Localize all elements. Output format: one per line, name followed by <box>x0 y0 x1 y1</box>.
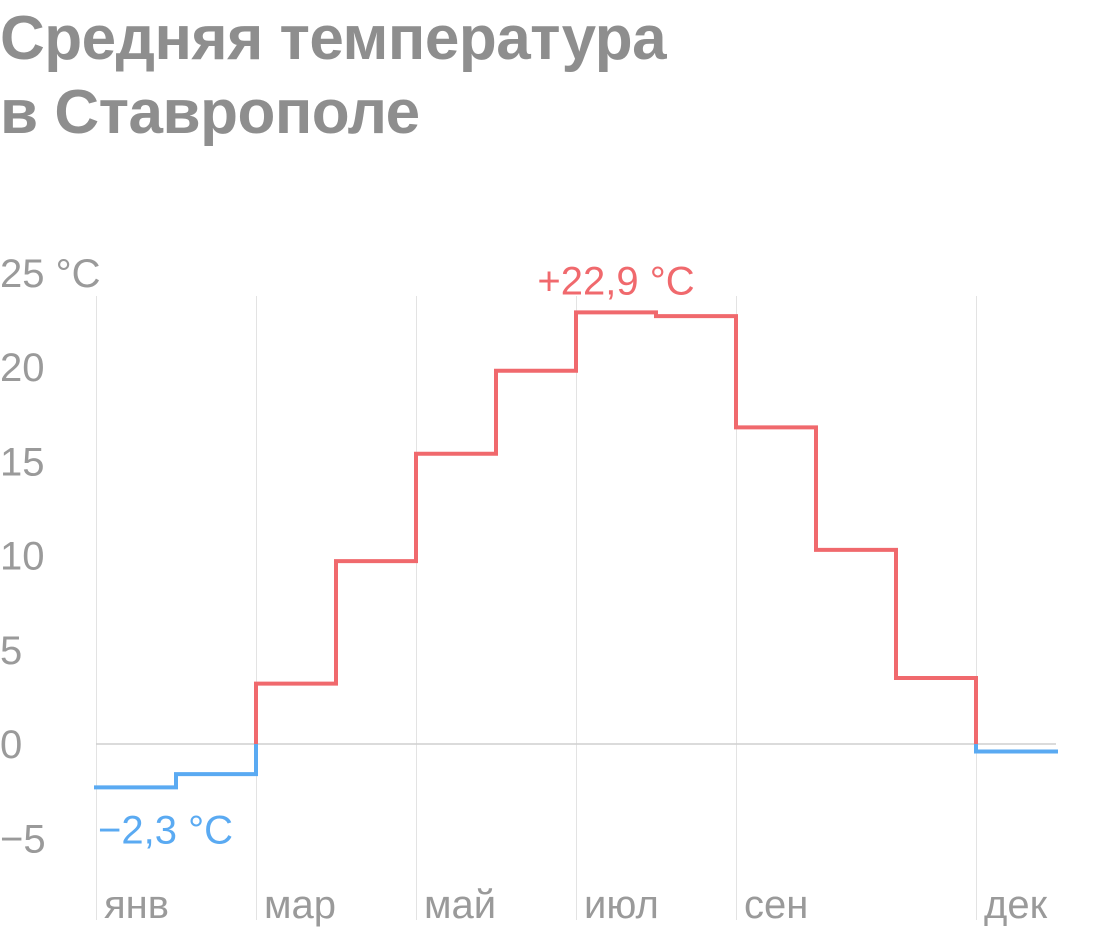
x-tick-label: июл <box>584 883 659 927</box>
label-layer: 25 °C 20 15 10 5 0 −5 янв мар май июл сен дек +22,9 °… <box>0 252 1048 927</box>
max-temperature-label: +22,9 °C <box>537 259 694 303</box>
min-temperature-label: −2,3 °C <box>98 808 233 852</box>
series-layer <box>94 310 1058 790</box>
x-tick-label: дек <box>984 883 1048 927</box>
y-tick-label: −5 <box>0 817 46 861</box>
y-tick-label: 0 <box>0 723 22 767</box>
x-tick-label: янв <box>104 883 169 927</box>
y-tick-label: 10 <box>0 535 45 579</box>
y-tick-label: 15 <box>0 440 45 484</box>
chart-title-line-2: в Ставрополе <box>0 78 420 147</box>
x-tick-label: сен <box>744 883 808 927</box>
chart-title: Средняя температура в Ставрополе <box>0 2 667 150</box>
y-tick-label: 25 °C <box>0 252 101 296</box>
x-tick-label: мар <box>264 883 336 927</box>
y-tick-label: 5 <box>0 629 22 673</box>
y-tick-label: 20 <box>0 346 45 390</box>
chart-title-line-1: Средняя температура <box>0 4 667 73</box>
x-tick-label: май <box>424 883 496 927</box>
